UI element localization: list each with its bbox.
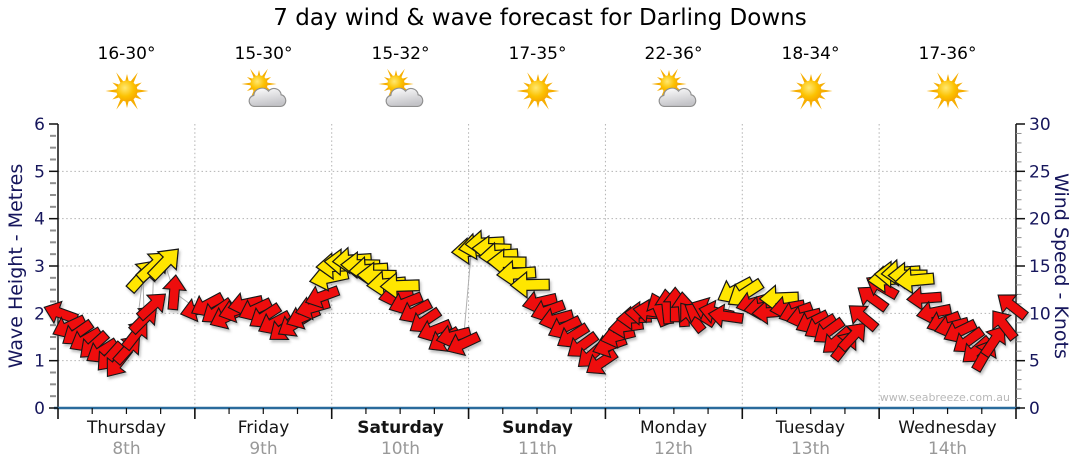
day-name: Sunday — [502, 418, 573, 438]
temperature-range: 18-34° — [781, 44, 840, 64]
svg-text:5: 5 — [1029, 352, 1040, 372]
day-date: 9th — [249, 439, 278, 459]
sunny-icon — [742, 67, 879, 115]
partly-cloudy-icon — [332, 67, 469, 115]
x-axis-day-label: Wednesday 14th — [879, 417, 1016, 460]
x-axis-day-label: Saturday 10th — [332, 417, 469, 460]
svg-text:1: 1 — [34, 352, 45, 372]
svg-text:25: 25 — [1029, 162, 1051, 182]
partly-cloudy-icon — [605, 67, 742, 115]
svg-text:3: 3 — [34, 257, 45, 277]
day-date: 8th — [112, 439, 141, 459]
sun-cloud-graphic — [377, 68, 423, 107]
x-axis-day-label: Friday 9th — [195, 417, 332, 460]
day-name: Saturday — [357, 418, 444, 438]
svg-text:0: 0 — [34, 399, 45, 419]
sun-cloud-graphic — [240, 68, 286, 107]
sun-graphic — [516, 72, 559, 110]
day-date: 13th — [790, 439, 831, 459]
svg-text:0: 0 — [1029, 399, 1040, 419]
sunny-icon — [58, 67, 195, 115]
temperature-range: 15-32° — [371, 44, 430, 64]
x-axis-day-label: Sunday 11th — [469, 417, 606, 460]
day-header: 15-32° — [332, 44, 469, 115]
svg-text:10: 10 — [1029, 304, 1051, 324]
day-header: 15-30° — [195, 44, 332, 115]
sun-graphic — [926, 72, 969, 110]
svg-text:30: 30 — [1029, 115, 1051, 135]
day-header: 17-36° — [879, 44, 1016, 115]
sunny-icon — [879, 67, 1016, 115]
sun-graphic — [105, 72, 148, 110]
svg-text:5: 5 — [34, 162, 45, 182]
x-axis-day-label: Monday 12th — [605, 417, 742, 460]
day-header: 17-35° — [469, 44, 606, 115]
day-header: 18-34° — [742, 44, 879, 115]
day-name: Thursday — [86, 418, 167, 438]
x-axis-day-label: Thursday 8th — [58, 417, 195, 460]
svg-text:4: 4 — [34, 210, 45, 230]
day-date: 14th — [927, 439, 968, 459]
watermark: www.seabreeze.com.au — [879, 391, 1010, 404]
sun-cloud-graphic — [650, 68, 696, 107]
temperature-range: 17-35° — [508, 44, 567, 64]
day-name: Monday — [639, 418, 708, 438]
day-date: 12th — [653, 439, 694, 459]
day-name: Friday — [237, 418, 290, 438]
svg-text:20: 20 — [1029, 210, 1051, 230]
svg-text:15: 15 — [1029, 257, 1051, 277]
day-date: 10th — [380, 439, 421, 459]
svg-text:6: 6 — [34, 115, 45, 135]
svg-text:2: 2 — [34, 304, 45, 324]
temperature-range: 15-30° — [234, 44, 293, 64]
day-header: 16-30° — [58, 44, 195, 115]
x-axis-day-label: Tuesday 13th — [742, 417, 879, 460]
day-name: Tuesday — [775, 418, 846, 438]
page-title: 7 day wind & wave forecast for Darling D… — [273, 5, 807, 31]
temperature-range: 16-30° — [97, 44, 156, 64]
temperature-range: 17-36° — [918, 44, 977, 64]
day-date: 11th — [517, 439, 558, 459]
partly-cloudy-icon — [195, 67, 332, 115]
day-name: Wednesday — [898, 418, 997, 438]
temperature-range: 22-36° — [644, 44, 703, 64]
sunny-icon — [469, 67, 606, 115]
day-header: 22-36° — [605, 44, 742, 115]
sun-graphic — [789, 72, 832, 110]
